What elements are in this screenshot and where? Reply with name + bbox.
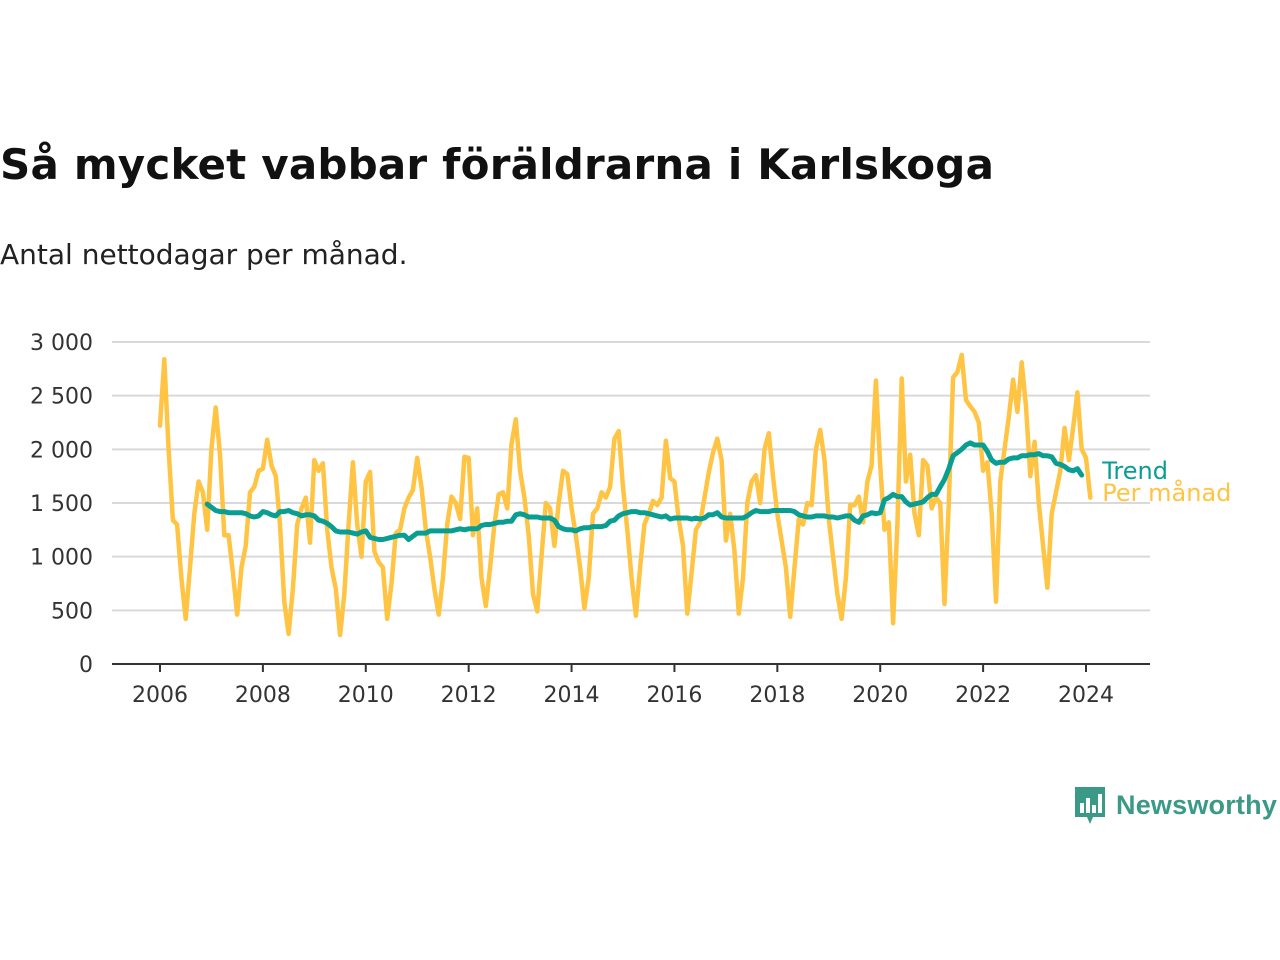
x-tick-label: 2006: [132, 683, 188, 708]
y-tick-label: 1 000: [30, 546, 93, 571]
x-tick-label: 2014: [544, 683, 600, 708]
x-tick-label: 2012: [441, 683, 497, 708]
y-tick-label: 0: [79, 653, 93, 678]
x-tick-label: 2008: [235, 683, 291, 708]
newsworthy-logo-icon: [1075, 787, 1105, 824]
page-subtitle: Antal nettodagar per månad.: [0, 238, 408, 271]
y-tick-label: 2 000: [30, 438, 93, 463]
page-title: Så mycket vabbar föräldrarna i Karlskoga: [0, 140, 995, 189]
y-tick-label: 2 500: [30, 385, 93, 410]
series-line-per-month: [157, 352, 1093, 638]
x-tick-label: 2020: [852, 683, 908, 708]
series-label-trend: Trend: [1101, 457, 1168, 485]
y-tick-label: 1 500: [30, 492, 93, 517]
series-lines: [157, 352, 1093, 638]
x-axis-tick-labels: 2006 2008 2010 2012 2014 2016 2018 2020 2022 2024: [132, 664, 1114, 708]
x-tick-label: 2018: [749, 683, 805, 708]
y-axis-tick-labels: 0 500 1 000 1 500 2 000 2 500 3 000: [30, 331, 93, 678]
y-tick-label: 3 000: [30, 331, 93, 356]
x-tick-label: 2022: [955, 683, 1011, 708]
x-tick-label: 2016: [646, 683, 702, 708]
series-line-trend: [204, 440, 1085, 542]
brand-name: Newsworthy: [1116, 789, 1278, 820]
x-tick-label: 2024: [1058, 683, 1114, 708]
x-tick-label: 2010: [338, 683, 394, 708]
series-label-per-month: Per månad: [1102, 478, 1231, 507]
newsworthy-logo: Newsworthy: [1072, 784, 1277, 826]
y-tick-label: 500: [51, 599, 93, 624]
